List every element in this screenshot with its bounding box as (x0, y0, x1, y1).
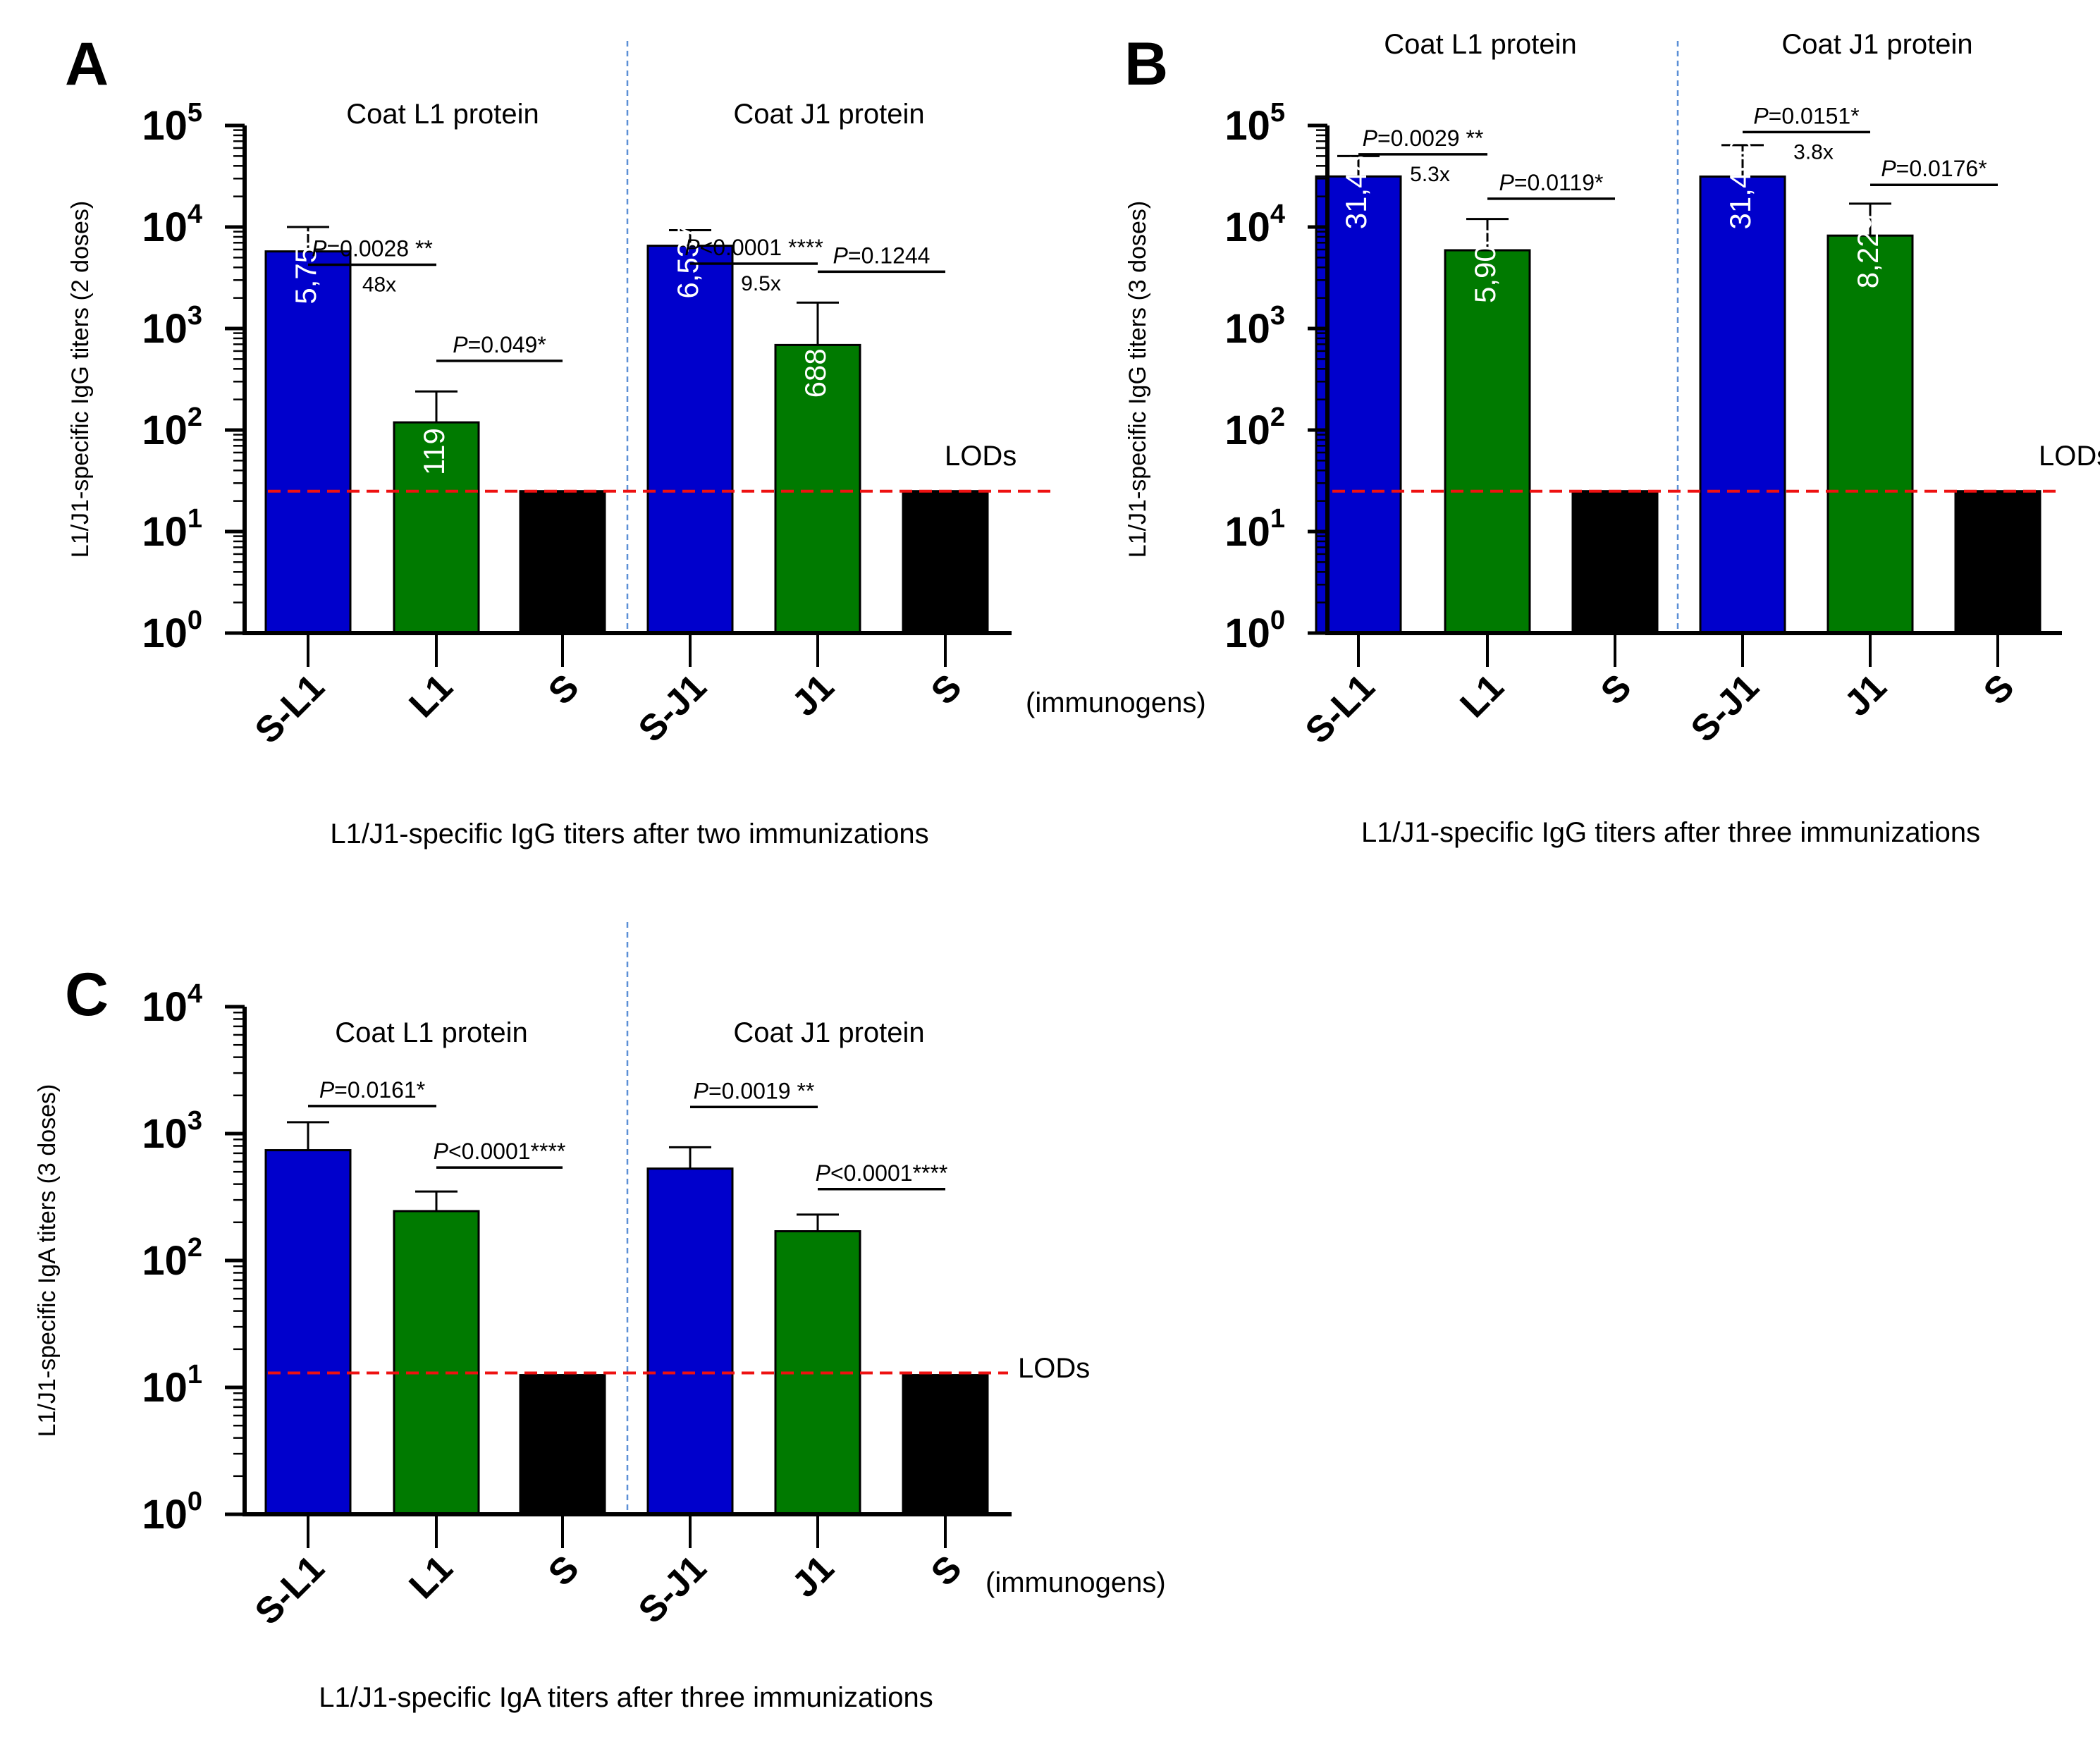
y-axis-title: L1/J1-specific IgG titers (3 doses) (1124, 201, 1151, 558)
value-label-0: 31,486 (1339, 139, 1373, 229)
fold-change-label-0: 48x (362, 274, 396, 297)
p-value-label-3: P=0.0176* (1881, 156, 1987, 181)
y-tick-label-5: 105 (1224, 98, 1285, 149)
bar-s-2 (519, 1374, 606, 1516)
panel-letter-b: B (1124, 30, 1168, 98)
category-label-s-j1-3: S-J1 (631, 666, 715, 750)
panel-a: A 5,750 119 6,537 688 LODs 100 101 102 103 104 105 S… (65, 30, 1206, 849)
category-label-l1-1: L1 (1453, 666, 1512, 725)
category-label-j1-4: J1 (785, 1547, 842, 1605)
p-value-label-2: P<0.0001 **** (684, 235, 823, 260)
bar-s-2 (519, 490, 606, 634)
lod-label: LODs (1018, 1353, 1090, 1384)
p-value-label-0: P=0.0161* (319, 1077, 425, 1103)
x-axis-title: L1/J1-specific IgG titers after three im… (1361, 817, 1980, 848)
category-label-s-2: S (541, 666, 587, 713)
bar-s-j1-3 (646, 245, 734, 634)
y-tick-label-2: 102 (142, 1233, 202, 1284)
category-label-l1-1: L1 (402, 1547, 461, 1607)
p-value-label-2: P=0.0151* (1753, 103, 1859, 128)
panel-c: C LODs 100 101 102 103 104 S-L1 L1 S S-J1 J1 S Coat L… (34, 922, 1166, 1713)
value-label-3: 6,537 (671, 224, 704, 298)
fold-change-label-2: 9.5x (741, 272, 781, 295)
p-value-label-0: P=0.0029 ** (1363, 125, 1484, 151)
immunogens-note: (immunogens) (1026, 687, 1206, 718)
y-tick-label-1: 101 (142, 1360, 202, 1411)
bar-s-l1-0 (264, 1149, 352, 1516)
category-label-s-2: S (1593, 666, 1640, 713)
category-label-s-j1-3: S-J1 (1683, 666, 1767, 750)
y-axis-title: L1/J1-specific IgA titers (3 doses) (34, 1084, 61, 1437)
panel-letter-c: C (65, 961, 109, 1029)
group-title-1: Coat L1 protein (335, 1017, 528, 1048)
y-tick-label-1: 101 (1224, 504, 1285, 555)
category-label-s-5: S (923, 666, 970, 713)
fold-change-label-0: 5.3x (1410, 163, 1450, 186)
lod-label: LODs (945, 441, 1017, 472)
bar-s-j1-3 (1699, 175, 1786, 634)
value-label-1: 119 (417, 428, 450, 475)
bar-j1-4 (1826, 234, 1914, 634)
category-label-j1-4: J1 (1837, 666, 1895, 724)
category-label-s-2: S (541, 1547, 587, 1594)
y-tick-label-2: 102 (1224, 403, 1285, 453)
bar-l1-1 (393, 1210, 480, 1516)
bar-s-l1-0 (264, 250, 352, 634)
category-label-j1-4: J1 (785, 666, 842, 724)
group-title-2: Coat J1 protein (1781, 29, 1972, 60)
panel-letter-a: A (65, 30, 109, 98)
category-label-s-5: S (1976, 666, 2022, 713)
value-label-3: 31,400 (1724, 139, 1757, 229)
y-tick-label-4: 104 (1224, 200, 1285, 250)
y-tick-label-3: 103 (142, 301, 202, 352)
value-label-0: 5,750 (289, 230, 322, 304)
group-title-2: Coat J1 protein (733, 99, 924, 130)
value-label-1: 5,900 (1468, 229, 1502, 303)
bar-s-5 (902, 490, 989, 634)
immunogens-note: (immunogens) (985, 1567, 1166, 1598)
category-label-s-5: S (923, 1547, 970, 1594)
p-value-label-1: P<0.0001**** (434, 1139, 566, 1164)
y-tick-label-4: 104 (142, 979, 202, 1030)
y-axis-title: L1/J1-specific IgG titers (2 doses) (67, 201, 94, 558)
p-value-label-0: P=0.0028 ** (312, 236, 433, 262)
y-tick-label-1: 101 (142, 504, 202, 555)
y-tick-label-3: 103 (142, 1106, 202, 1157)
p-value-label-1: P=0.049* (453, 332, 546, 357)
value-label-4: 8,229 (1851, 214, 1884, 288)
y-tick-label-3: 103 (1224, 301, 1285, 352)
category-label-l1-1: L1 (402, 666, 461, 725)
p-value-label-3: P=0.1244 (833, 243, 931, 268)
group-title-1: Coat L1 protein (346, 99, 539, 130)
panel-b: B 31,486 5,900 31,400 8,229 LODs 100 101 102 103 1… (1124, 29, 2100, 848)
bar-s-5 (1954, 490, 2041, 634)
group-title-1: Coat L1 protein (1384, 29, 1577, 60)
bar-s-5 (902, 1374, 989, 1516)
y-tick-label-5: 105 (142, 98, 202, 149)
fold-change-label-2: 3.8x (1793, 140, 1834, 164)
category-label-s-l1-0: S-L1 (247, 1547, 333, 1633)
value-label-4: 688 (799, 348, 832, 398)
bar-l1-1 (1444, 249, 1531, 634)
y-tick-label-0: 100 (142, 1487, 202, 1538)
x-axis-title: L1/J1-specific IgG titers after two immu… (330, 818, 928, 849)
p-value-label-2: P=0.0019 ** (694, 1078, 815, 1103)
y-tick-label-0: 100 (142, 606, 202, 656)
bar-s-j1-3 (646, 1167, 734, 1516)
category-label-s-l1-0: S-L1 (1298, 666, 1383, 752)
group-title-2: Coat J1 protein (733, 1017, 924, 1048)
category-label-s-l1-0: S-L1 (247, 666, 333, 752)
lod-label: LODs (2039, 441, 2100, 472)
category-label-s-j1-3: S-J1 (631, 1547, 715, 1631)
x-axis-title: L1/J1-specific IgA titers after three im… (319, 1682, 933, 1713)
p-value-label-3: P<0.0001**** (816, 1160, 948, 1186)
p-value-label-1: P=0.0119* (1499, 170, 1604, 195)
bar-s-2 (1571, 490, 1659, 634)
y-tick-label-2: 102 (142, 403, 202, 453)
y-tick-label-4: 104 (142, 200, 202, 250)
y-tick-label-0: 100 (1224, 606, 1285, 656)
